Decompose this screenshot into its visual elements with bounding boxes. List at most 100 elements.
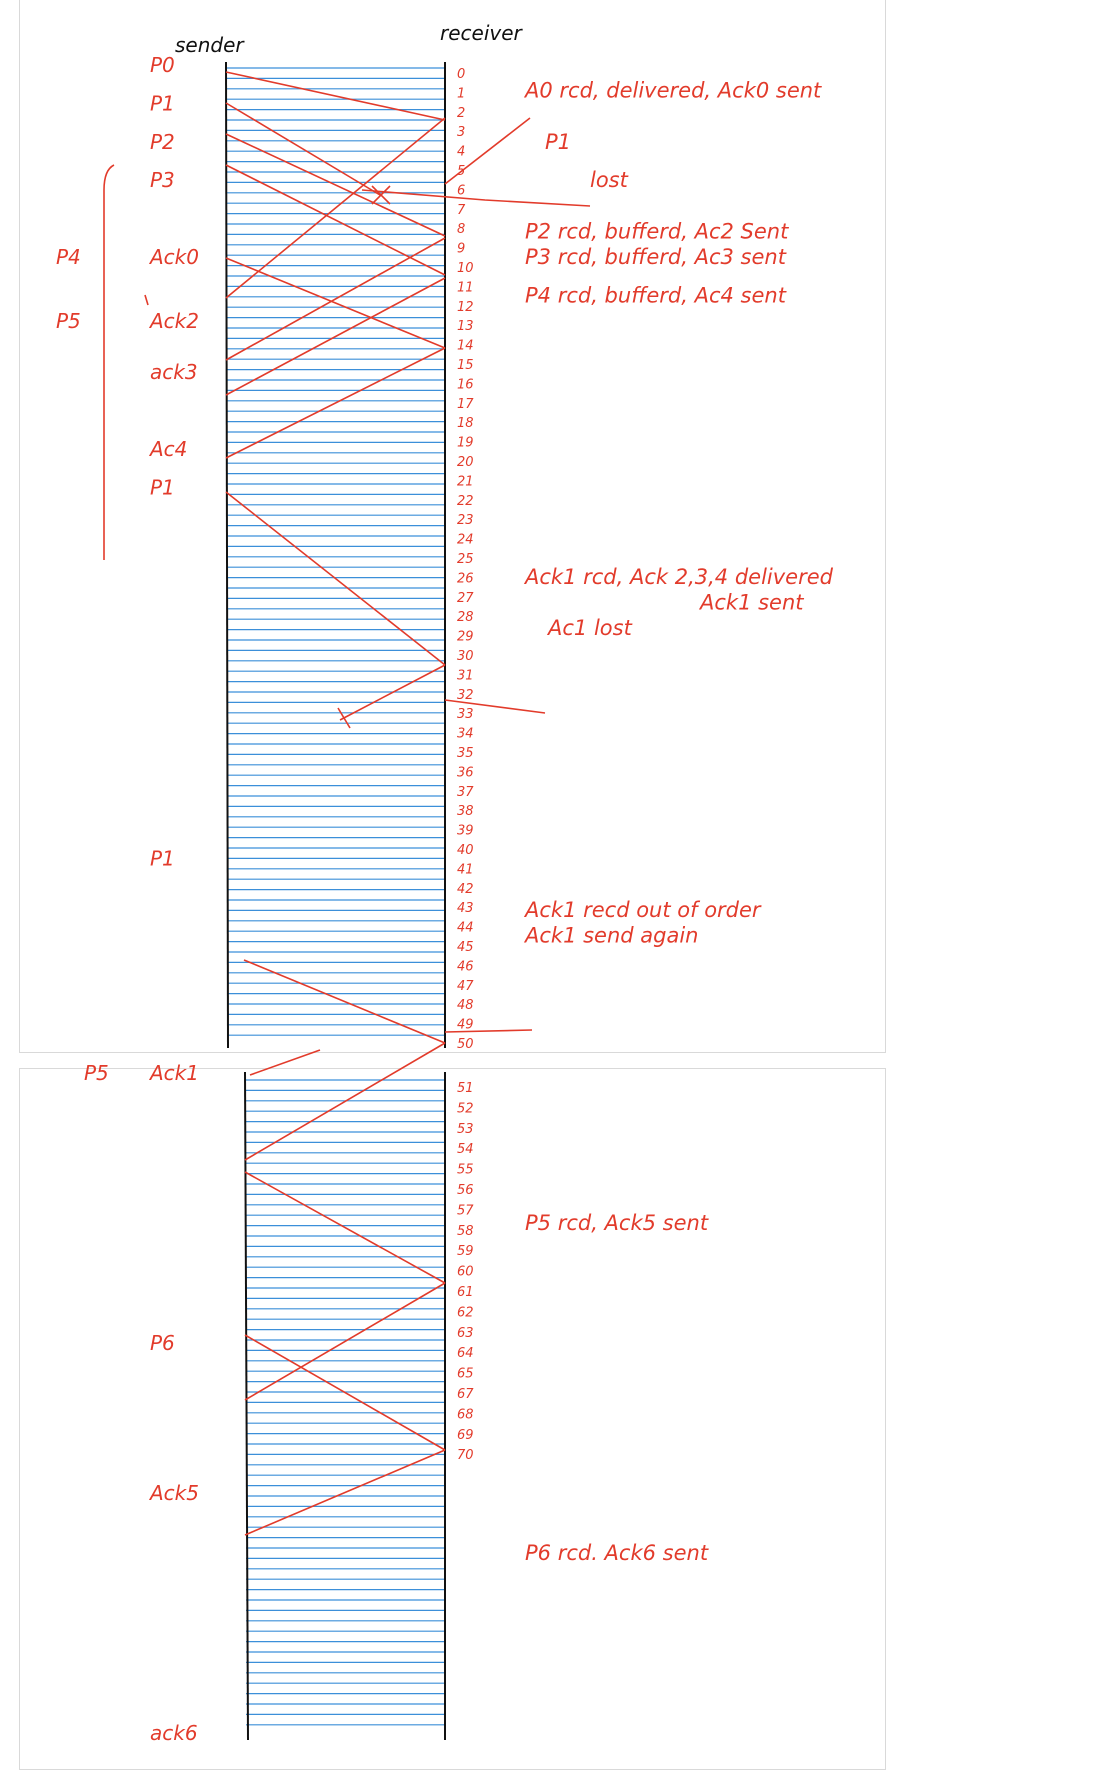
receiver-tick: 15: [457, 358, 474, 373]
receiver-tick: 64: [457, 1346, 474, 1361]
annotation-text: Ack1 send again: [523, 923, 699, 947]
receiver-tick: 20: [457, 455, 474, 470]
arrow-ack1-lost: [339, 664, 446, 721]
receiver-tick: 17: [457, 397, 474, 412]
receiver-tick: 14: [457, 339, 474, 354]
receiver-tick: 46: [457, 959, 474, 974]
arrow-p2: [225, 133, 446, 237]
receiver-tick: 45: [457, 940, 474, 955]
sender-label: Ac4: [148, 437, 187, 461]
annotation-text: P6 rcd. Ack6 sent: [525, 1541, 709, 1565]
receiver-tick: 19: [457, 436, 474, 451]
annotation-text: P4 rcd, bufferd, Ac4 sent: [525, 283, 787, 307]
annotation-text: P5 rcd, Ack5 sent: [525, 1211, 709, 1235]
receiver-tick: 4: [457, 145, 465, 160]
receiver-tick: 2: [457, 106, 465, 121]
receiver-tick: 13: [457, 319, 474, 334]
sender-label: Ack0: [148, 245, 199, 269]
receiver-tick: 40: [457, 843, 474, 858]
window-brace: [103, 164, 149, 560]
receiver-tick: 60: [457, 1265, 474, 1280]
window-label: P5: [84, 1061, 109, 1085]
receiver-tick: 42: [457, 882, 474, 897]
arrow-ack1-again: [244, 1042, 446, 1161]
receiver-tick: 54: [457, 1142, 474, 1157]
lost-mark-ack1: [337, 707, 351, 729]
receiver-tick: 23: [457, 513, 474, 528]
arrow-ack6: [244, 1449, 446, 1536]
annotation-leaders: [444, 117, 546, 1033]
receiver-tick: 11: [457, 280, 474, 295]
annotation-text: P1: [545, 130, 571, 154]
receiver-tick: 36: [457, 765, 474, 780]
sender-label: ack6: [150, 1721, 198, 1745]
sender-label: Ack2: [148, 309, 199, 333]
receiver-tick: 28: [457, 610, 474, 625]
message-arrows: [225, 71, 591, 1536]
lost-mark: [371, 185, 391, 205]
sender-label: P6: [150, 1331, 175, 1355]
sender-label: P0: [150, 53, 175, 77]
arrow-p0: [225, 71, 446, 121]
receiver-tick: 33: [457, 707, 474, 722]
sender-label: P1: [150, 847, 175, 871]
receiver-tick: 62: [457, 1305, 474, 1320]
leader-a0: [444, 117, 531, 185]
receiver-ticks: 0123456789101112131415161718192021222324…: [457, 67, 474, 1463]
annotation-text: lost: [590, 168, 629, 192]
receiver-tick: 58: [457, 1224, 474, 1239]
bottom-panel: [19, 1068, 886, 1770]
annotations: A0 rcd, delivered, Ack0 sent P1 lost P2 rcd…: [523, 79, 834, 1565]
sender-label: ack3: [150, 360, 198, 384]
receiver-tick: 56: [457, 1183, 474, 1198]
receiver-tick: 26: [457, 571, 474, 586]
receiver-tick: 27: [457, 591, 474, 606]
receiver-tick: 67: [457, 1387, 474, 1402]
window-label: P5: [56, 309, 81, 333]
arrow-p1-lost: [225, 102, 381, 196]
receiver-tick: 41: [457, 862, 474, 877]
receiver-tick: 57: [457, 1203, 474, 1218]
window-labels: P4 P5 P5: [56, 245, 109, 1085]
receiver-tick: 68: [457, 1407, 474, 1422]
annotation-text: P2 rcd, bufferd, Ac2 Sent: [525, 219, 789, 243]
receiver-tick: 6: [457, 183, 465, 198]
arrow-p5: [244, 1171, 446, 1284]
receiver-tick: 30: [457, 649, 474, 664]
receiver-tick: 50: [457, 1037, 474, 1052]
receiver-tick: 63: [457, 1326, 474, 1341]
receiver-tick: 0: [457, 67, 465, 82]
annotation-text: A0 rcd, delivered, Ack0 sent: [523, 79, 822, 103]
receiver-tick: 61: [457, 1285, 474, 1300]
receiver-header: receiver: [440, 21, 524, 45]
annotation-text: Ack1 rcd, Ack 2,3,4 delivered: [523, 565, 834, 589]
sender-label: P2: [150, 130, 175, 154]
arrow-p4: [225, 257, 446, 349]
receiver-tick: 10: [457, 261, 474, 276]
receiver-tick: 51: [457, 1081, 474, 1096]
receiver-tick: 48: [457, 998, 474, 1013]
receiver-tick: 38: [457, 804, 474, 819]
receiver-tick: 1: [457, 86, 465, 101]
receiver-tick: 69: [457, 1428, 474, 1443]
receiver-tick: 70: [457, 1448, 474, 1463]
top-panel: [19, 0, 886, 1053]
receiver-tick: 49: [457, 1018, 474, 1033]
receiver-tick: 24: [457, 533, 474, 548]
receiver-tick: 44: [457, 921, 474, 936]
arrow-ack0: [225, 117, 446, 299]
receiver-tick: 12: [457, 300, 474, 315]
sender-label: P3: [150, 168, 175, 192]
receiver-tick: 55: [457, 1163, 474, 1178]
receiver-tick: 8: [457, 222, 465, 237]
receiver-tick: 65: [457, 1367, 474, 1382]
receiver-tick: 29: [457, 630, 474, 645]
receiver-tick: 32: [457, 688, 474, 703]
receiver-tick: 25: [457, 552, 474, 567]
arrow-ack2: [225, 237, 446, 361]
sender-label: P1: [150, 475, 175, 499]
arrow-p6: [244, 1334, 446, 1451]
arrow-p3: [225, 164, 446, 276]
receiver-tick: 39: [457, 824, 474, 839]
